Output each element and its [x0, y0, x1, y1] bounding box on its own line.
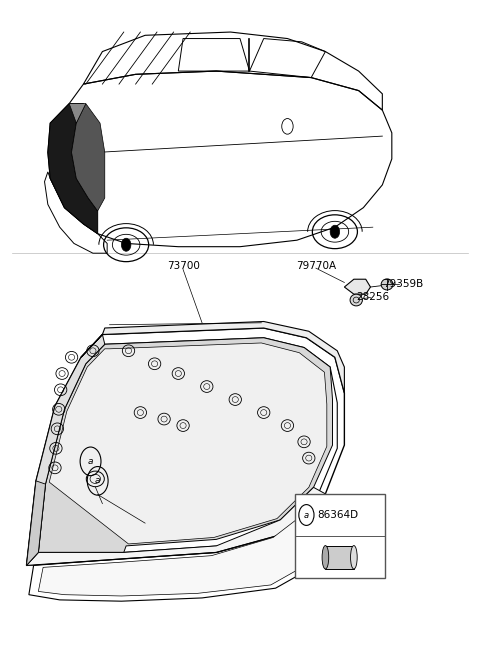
- Text: a: a: [95, 476, 100, 485]
- Polygon shape: [48, 104, 97, 234]
- Circle shape: [330, 225, 340, 238]
- Polygon shape: [38, 510, 323, 596]
- Ellipse shape: [322, 546, 329, 569]
- Ellipse shape: [350, 546, 357, 569]
- Polygon shape: [72, 104, 105, 211]
- Text: 79359B: 79359B: [384, 279, 424, 289]
- Polygon shape: [344, 279, 371, 294]
- Circle shape: [121, 238, 131, 251]
- Polygon shape: [38, 338, 333, 552]
- Polygon shape: [26, 487, 325, 565]
- Ellipse shape: [381, 279, 393, 290]
- Polygon shape: [26, 335, 105, 565]
- Polygon shape: [26, 481, 46, 565]
- Ellipse shape: [350, 294, 362, 306]
- Text: 86364D: 86364D: [317, 510, 359, 520]
- FancyBboxPatch shape: [295, 494, 384, 579]
- Ellipse shape: [86, 471, 104, 487]
- Polygon shape: [49, 343, 327, 544]
- Text: 79770A: 79770A: [296, 261, 336, 271]
- Text: 28256: 28256: [356, 293, 389, 302]
- Text: 73700: 73700: [167, 261, 200, 271]
- Polygon shape: [81, 321, 344, 393]
- Polygon shape: [69, 104, 86, 123]
- Text: a: a: [88, 457, 93, 466]
- Text: a: a: [304, 510, 309, 520]
- FancyBboxPatch shape: [325, 546, 354, 569]
